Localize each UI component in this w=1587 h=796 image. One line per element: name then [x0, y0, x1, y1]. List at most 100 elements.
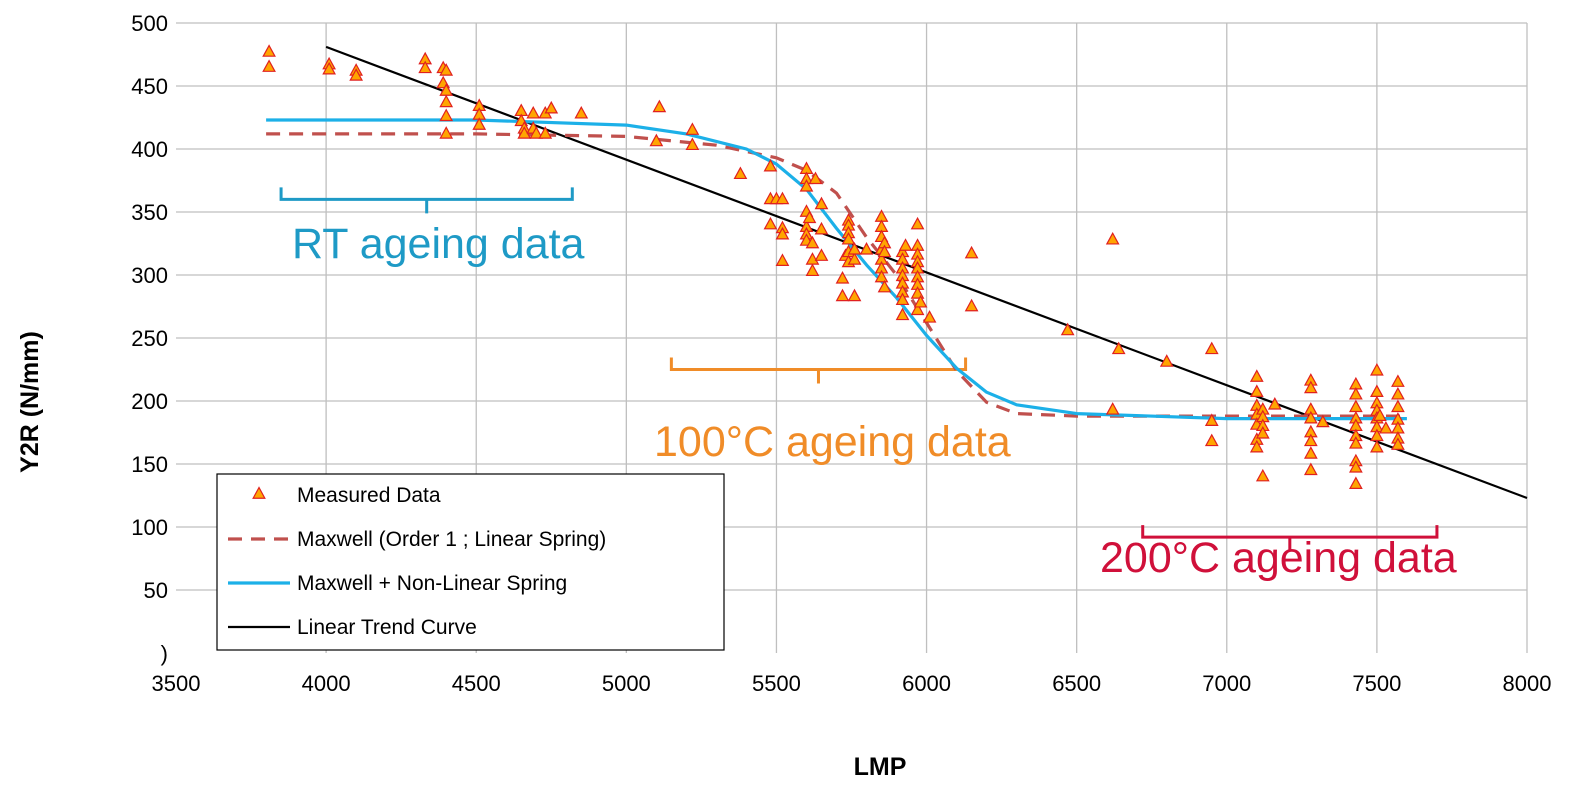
data-point — [847, 288, 862, 302]
data-point — [1391, 374, 1405, 387]
x-tick-label: 4500 — [452, 671, 501, 696]
data-point — [877, 244, 892, 258]
bracket-2 — [1141, 525, 1439, 552]
data-point — [1391, 386, 1405, 400]
data-point — [439, 63, 454, 76]
legend-label-measured: Measured Data — [297, 484, 441, 507]
data-point — [1303, 462, 1318, 476]
data-point — [802, 210, 817, 224]
x-tick-label: 3500 — [152, 671, 201, 696]
data-point — [529, 126, 544, 139]
data-point — [1204, 433, 1219, 447]
data-point — [1060, 322, 1075, 336]
data-point — [910, 216, 925, 230]
annotation-100c: 100°C ageing data — [654, 418, 1011, 466]
data-point — [1204, 413, 1219, 426]
data-point — [1249, 369, 1264, 382]
data-point — [835, 288, 850, 302]
data-point — [1249, 384, 1264, 398]
data-point — [1373, 408, 1387, 421]
data-point — [763, 216, 778, 230]
data-point — [262, 44, 276, 57]
y-axis-ticks: ) 50 100 150 200 250 300 350 400 450 500 — [131, 11, 168, 666]
data-point — [1303, 433, 1318, 447]
data-point — [1105, 402, 1120, 415]
data-point — [1249, 439, 1264, 453]
data-point — [1267, 397, 1282, 410]
data-point — [775, 226, 790, 240]
data-point — [439, 94, 454, 108]
data-point — [1303, 410, 1318, 424]
data-point — [1349, 476, 1363, 489]
data-point — [841, 231, 856, 245]
series-line-1 — [266, 132, 1407, 418]
data-point — [1255, 468, 1270, 482]
data-point — [1255, 426, 1270, 439]
data-point — [418, 60, 433, 74]
data-point — [262, 59, 276, 72]
y-axis-title: Y2R (N/mm) — [16, 331, 44, 473]
y-tick-label: 400 — [131, 137, 168, 162]
y-tick-label: 350 — [131, 200, 168, 225]
data-point — [1204, 341, 1219, 355]
data-point — [805, 235, 820, 249]
data-point — [805, 263, 820, 277]
data-point — [1159, 354, 1174, 367]
data-point — [835, 271, 850, 284]
data-point — [847, 252, 862, 265]
data-point — [964, 245, 979, 259]
y-tick-label: 200 — [131, 389, 168, 414]
data-point — [910, 302, 925, 316]
data-point — [1370, 439, 1384, 453]
x-tick-label: 5000 — [602, 671, 651, 696]
data-point — [652, 99, 667, 113]
legend-label-maxwell-linear: Maxwell (Order 1 ; Linear Spring) — [297, 528, 606, 551]
data-point — [808, 171, 823, 185]
data-point — [895, 292, 910, 306]
x-tick-label: 7500 — [1352, 671, 1401, 696]
legend: Measured Data Maxwell (Order 1 ; Linear … — [216, 473, 725, 651]
x-tick-label: 8000 — [1503, 671, 1552, 696]
measured-points — [262, 44, 1405, 489]
data-point — [814, 221, 829, 235]
brackets — [279, 187, 1439, 552]
data-point — [1370, 363, 1384, 376]
data-point — [472, 117, 487, 130]
y-tick-label: ) — [161, 641, 168, 666]
data-point — [898, 238, 913, 251]
y-tick-label: 150 — [131, 452, 168, 477]
data-point — [814, 196, 829, 210]
x-tick-label: 4000 — [302, 671, 351, 696]
data-point — [322, 61, 336, 75]
data-point — [1303, 446, 1318, 459]
y-tick-label: 50 — [144, 578, 168, 603]
data-point — [895, 307, 910, 321]
x-axis-title: LMP — [854, 753, 907, 781]
x-tick-label: 6500 — [1052, 671, 1101, 696]
data-point — [775, 191, 790, 205]
data-point — [1349, 436, 1363, 449]
data-point — [1315, 414, 1330, 428]
data-point — [1370, 384, 1384, 398]
data-point — [877, 279, 892, 293]
data-point — [874, 269, 889, 283]
data-point — [685, 122, 700, 135]
data-point — [1349, 386, 1363, 400]
legend-label-maxwell-nonlinear: Maxwell + Non-Linear Spring — [297, 572, 567, 595]
data-point — [538, 126, 553, 139]
data-point — [775, 253, 790, 266]
x-tick-label: 7000 — [1202, 671, 1251, 696]
data-point — [799, 179, 814, 192]
y-tick-label: 450 — [131, 74, 168, 99]
y-tick-label: 250 — [131, 326, 168, 351]
data-point — [439, 126, 454, 139]
data-point — [814, 248, 829, 261]
x-axis-ticks: 3500 4000 4500 5000 5500 6000 6500 7000 7500 8000 — [152, 671, 1552, 696]
data-point — [859, 242, 874, 255]
data-point — [544, 100, 559, 114]
data-point — [1391, 437, 1405, 450]
data-point — [649, 133, 664, 147]
data-point — [574, 105, 589, 119]
